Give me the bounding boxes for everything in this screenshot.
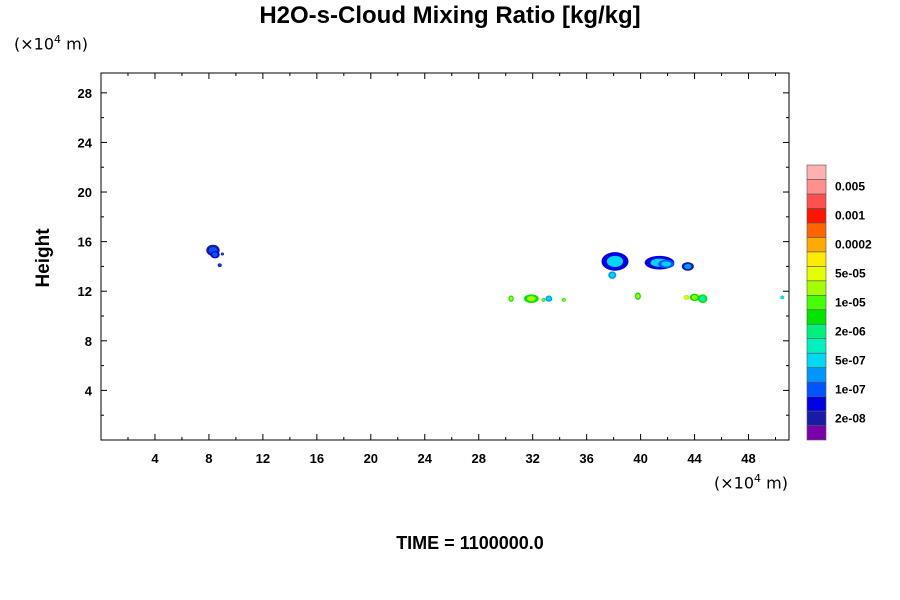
y-tick-label: 8 xyxy=(85,334,92,349)
x-tick-label: 24 xyxy=(418,451,433,466)
y-unit-exponent: 4 xyxy=(54,33,62,46)
colorbar: 2e-08 1e-07 5e-07 2e-06 1e-05 5e-05 0.0002 0.00… xyxy=(806,164,872,441)
x-axis-unit: (×104 m) xyxy=(714,472,788,492)
colorbar-swatch xyxy=(806,179,827,195)
cloud-feature-core xyxy=(562,298,565,302)
colorbar-label: 0.001 xyxy=(835,209,865,223)
x-tick-label: 8 xyxy=(205,451,212,466)
colorbar-swatch xyxy=(806,251,827,267)
x-tick-label: 16 xyxy=(310,451,324,466)
colorbar-label: 2e-08 xyxy=(835,411,866,425)
colorbar-swatch xyxy=(806,352,827,368)
colorbar-swatch xyxy=(806,323,827,339)
y-tick-label: 28 xyxy=(78,86,92,101)
colorbar-swatch xyxy=(806,208,827,224)
x-tick-label: 32 xyxy=(525,451,539,466)
cloud-feature-core xyxy=(684,295,689,299)
cloud-feature-core xyxy=(609,272,615,278)
x-unit-suffix: m) xyxy=(761,473,788,493)
colorbar-swatch xyxy=(806,237,827,253)
cloud-feature-core xyxy=(218,264,221,267)
x-unit-exponent: 4 xyxy=(754,472,762,485)
x-tick-label: 40 xyxy=(633,451,647,466)
cloud-features xyxy=(206,244,785,303)
y-unit-prefix: (×10 xyxy=(14,34,55,54)
colorbar-label: 1e-05 xyxy=(835,296,866,310)
cloud-feature-core xyxy=(691,295,698,300)
cloud-feature-core xyxy=(781,296,784,299)
y-axis-unit: (×104 m) xyxy=(14,33,88,53)
cloud-feature-core xyxy=(606,255,624,268)
cloud-feature-core xyxy=(509,296,513,301)
colorbar-swatch xyxy=(806,381,827,397)
colorbar-label: 0.0002 xyxy=(835,238,872,252)
colorbar-label: 1e-07 xyxy=(835,382,866,396)
colorbar-swatch xyxy=(806,410,827,426)
y-tick-label: 24 xyxy=(78,135,93,150)
plot-frame xyxy=(100,72,790,441)
cloud-feature-core xyxy=(542,298,545,302)
y-tick-label: 16 xyxy=(78,235,92,250)
colorbar-label: 0.005 xyxy=(835,180,865,194)
colorbar-swatch xyxy=(806,266,827,282)
x-tick-label: 48 xyxy=(741,451,755,466)
cloud-feature-core xyxy=(684,263,692,270)
y-tick-label: 20 xyxy=(78,185,92,200)
cloud-feature-core xyxy=(221,253,224,255)
colorbar-label: 5e-05 xyxy=(835,267,866,281)
x-tick-label: 4 xyxy=(151,451,159,466)
x-tick-label: 44 xyxy=(687,451,702,466)
chart-title: H2O-s-Cloud Mixing Ratio [kg/kg] xyxy=(259,2,641,29)
colorbar-swatch xyxy=(806,309,827,325)
cloud-feature-core xyxy=(699,296,706,302)
colorbar-swatch xyxy=(806,425,827,441)
colorbar-label: 5e-07 xyxy=(835,353,866,367)
colorbar-swatch xyxy=(806,164,827,180)
colorbar-swatch xyxy=(806,222,827,238)
x-tick-label: 28 xyxy=(471,451,485,466)
x-tick-label: 20 xyxy=(364,451,378,466)
colorbar-swatch xyxy=(806,294,827,311)
cloud-feature-core xyxy=(546,296,551,301)
y-tick-label: 4 xyxy=(85,383,93,398)
cloud-feature-core xyxy=(636,293,640,299)
colorbar-swatch xyxy=(806,396,827,412)
cloud-feature-core xyxy=(526,296,536,302)
x-unit-prefix: (×10 xyxy=(714,473,755,493)
cloud-feature-core xyxy=(661,261,672,267)
colorbar-swatch xyxy=(806,367,827,383)
y-tick-label: 12 xyxy=(78,284,92,299)
x-tick-label: 36 xyxy=(579,451,593,466)
x-tick-label: 12 xyxy=(256,451,270,466)
y-unit-suffix: m) xyxy=(61,34,88,54)
cloud-feature-core xyxy=(212,252,218,257)
colorbar-label: 2e-06 xyxy=(835,324,866,338)
colorbar-swatch xyxy=(806,338,827,354)
colorbar-swatch xyxy=(806,280,827,296)
colorbar-swatch xyxy=(806,193,827,209)
time-label: TIME = 1100000.0 xyxy=(396,533,544,553)
